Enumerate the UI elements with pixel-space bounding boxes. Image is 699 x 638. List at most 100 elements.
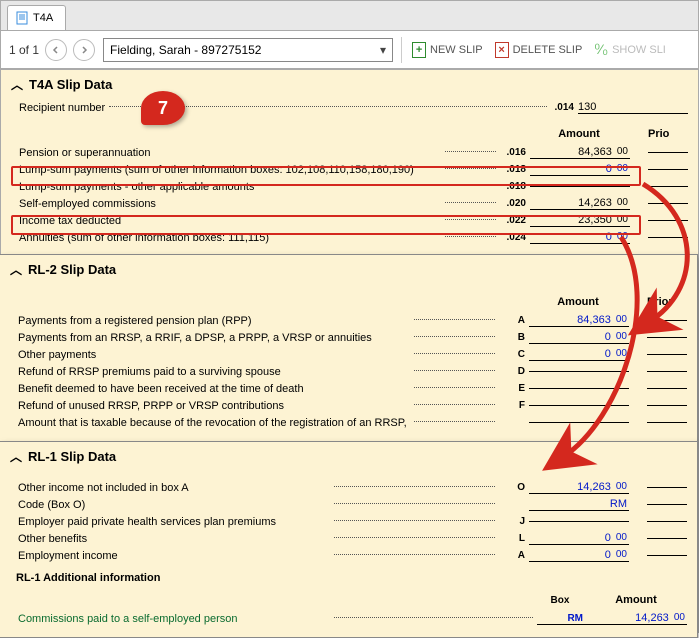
tab-t4a[interactable]: T4A	[7, 5, 66, 30]
data-row: Other benefitsL0 00	[10, 530, 687, 547]
row-amount[interactable]: 14,263 00	[530, 197, 630, 210]
row-amount[interactable]: 84,363 00	[530, 146, 630, 159]
row-prior[interactable]	[648, 220, 688, 221]
row-box: .022	[500, 215, 530, 226]
show-slip-button[interactable]: ⁰⁄₀ SHOW SLI	[592, 37, 668, 62]
row-prior[interactable]	[648, 169, 688, 170]
row-label: Employment income	[10, 550, 330, 562]
row-label: Income tax deducted	[11, 215, 441, 227]
page-label: 1 of 1	[9, 43, 39, 57]
row-prior[interactable]	[648, 152, 688, 153]
dots	[109, 106, 546, 107]
recipient-value[interactable]: 130	[578, 101, 688, 114]
dots	[414, 370, 495, 371]
dots	[414, 319, 495, 320]
col-amount: Amount	[529, 296, 629, 308]
rl1-header[interactable]: ︿ RL-1 Slip Data	[10, 448, 687, 465]
row-prior[interactable]	[647, 320, 687, 321]
row-prior[interactable]	[647, 487, 687, 488]
new-slip-button[interactable]: + NEW SLIP	[410, 38, 485, 62]
row-prior[interactable]	[647, 504, 687, 505]
data-row: Other income not included in box AO14,26…	[10, 479, 687, 496]
row-prior[interactable]	[647, 371, 687, 372]
data-row: Benefit deemed to have been received at …	[10, 380, 687, 397]
dots	[445, 168, 496, 169]
row-prior[interactable]	[647, 555, 687, 556]
tab-label: T4A	[33, 12, 53, 24]
row-amount[interactable]: 14,263 00	[529, 481, 629, 494]
collapse-icon: ︿	[11, 76, 23, 93]
recipient-dropdown[interactable]: Fielding, Sarah - 897275152 ▾	[103, 38, 393, 62]
col-amount: Amount	[587, 594, 687, 606]
chevron-down-icon: ▾	[380, 43, 386, 57]
document-icon	[16, 11, 28, 25]
data-row: Other paymentsC0 00	[10, 346, 687, 363]
prev-page-button[interactable]	[45, 39, 67, 61]
row-label: Payments from a registered pension plan …	[10, 315, 410, 327]
col-amount: Amount	[530, 128, 630, 140]
row-box[interactable]: RM	[537, 613, 587, 625]
row-label: Lump-sum payments (sum of other informat…	[11, 164, 441, 176]
rl2-header[interactable]: ︿ RL-2 Slip Data	[10, 261, 687, 278]
row-label: Amount that is taxable because of the re…	[10, 417, 410, 429]
row-prior[interactable]	[648, 237, 688, 238]
page-indicator: 1 of 1	[9, 39, 95, 61]
row-prior[interactable]	[648, 186, 688, 187]
next-page-button[interactable]	[73, 39, 95, 61]
row-amount[interactable]: 0 00	[530, 163, 630, 176]
row-amount[interactable]: 0 00	[529, 348, 629, 361]
data-row: Code (Box O) RM	[10, 496, 687, 513]
row-prior[interactable]	[647, 521, 687, 522]
delete-slip-label: DELETE SLIP	[513, 44, 583, 56]
dots	[445, 185, 496, 186]
dots	[414, 421, 495, 422]
row-prior[interactable]	[647, 354, 687, 355]
row-amount[interactable]: 84,363 00	[529, 314, 629, 327]
row-label: Benefit deemed to have been received at …	[10, 383, 410, 395]
row-amount[interactable]: 0 00	[529, 331, 629, 344]
row-box: .016	[500, 147, 530, 158]
row-prior[interactable]	[647, 538, 687, 539]
row-box: .020	[500, 198, 530, 209]
row-box: J	[499, 516, 529, 527]
row-box: C	[499, 349, 529, 360]
t4a-title: T4A Slip Data	[29, 77, 112, 92]
row-label: Code (Box O)	[10, 499, 330, 511]
delete-slip-button[interactable]: × DELETE SLIP	[493, 38, 585, 62]
dots	[414, 387, 495, 388]
row-amount[interactable]	[529, 388, 629, 389]
dots	[445, 151, 496, 152]
dots	[445, 202, 496, 203]
dots	[334, 503, 495, 504]
dots	[414, 404, 495, 405]
content-area: ︿ T4A Slip Data Recipient number .014 13…	[1, 69, 698, 638]
row-box: A	[499, 550, 529, 561]
row-prior[interactable]	[647, 388, 687, 389]
row-amount[interactable]: 0 00	[529, 549, 629, 562]
data-row: Pension or superannuation.01684,363 00	[11, 144, 688, 161]
t4a-header[interactable]: ︿ T4A Slip Data	[11, 76, 688, 93]
row-amount[interactable]: 0 00	[529, 532, 629, 545]
row-amount[interactable]: 23,350 00	[530, 214, 630, 227]
t4a-col-header: Amount Prio	[11, 124, 688, 144]
dropdown-value: Fielding, Sarah - 897275152	[110, 43, 261, 57]
row-amount[interactable]	[529, 371, 629, 372]
row-label: Lump-sum payments - other applicable amo…	[11, 181, 441, 193]
row-amount[interactable]	[530, 186, 630, 187]
row-amount[interactable]: 0 00	[530, 231, 630, 244]
row-amount[interactable]	[529, 521, 629, 522]
row-prior[interactable]	[647, 337, 687, 338]
row-prior[interactable]	[647, 405, 687, 406]
row-amount[interactable]: RM	[529, 498, 629, 511]
row-prior[interactable]	[648, 203, 688, 204]
dots	[414, 353, 495, 354]
dots	[334, 537, 495, 538]
row-box: .018	[500, 164, 530, 175]
show-slip-label: SHOW SLI	[612, 44, 666, 56]
t4a-panel: ︿ T4A Slip Data Recipient number .014 13…	[1, 69, 698, 256]
row-amount[interactable]	[529, 405, 629, 406]
row-box: L	[499, 533, 529, 544]
row-amount[interactable]: 14,263 00	[587, 612, 687, 625]
row-amount[interactable]	[529, 422, 629, 423]
row-prior[interactable]	[647, 422, 687, 423]
